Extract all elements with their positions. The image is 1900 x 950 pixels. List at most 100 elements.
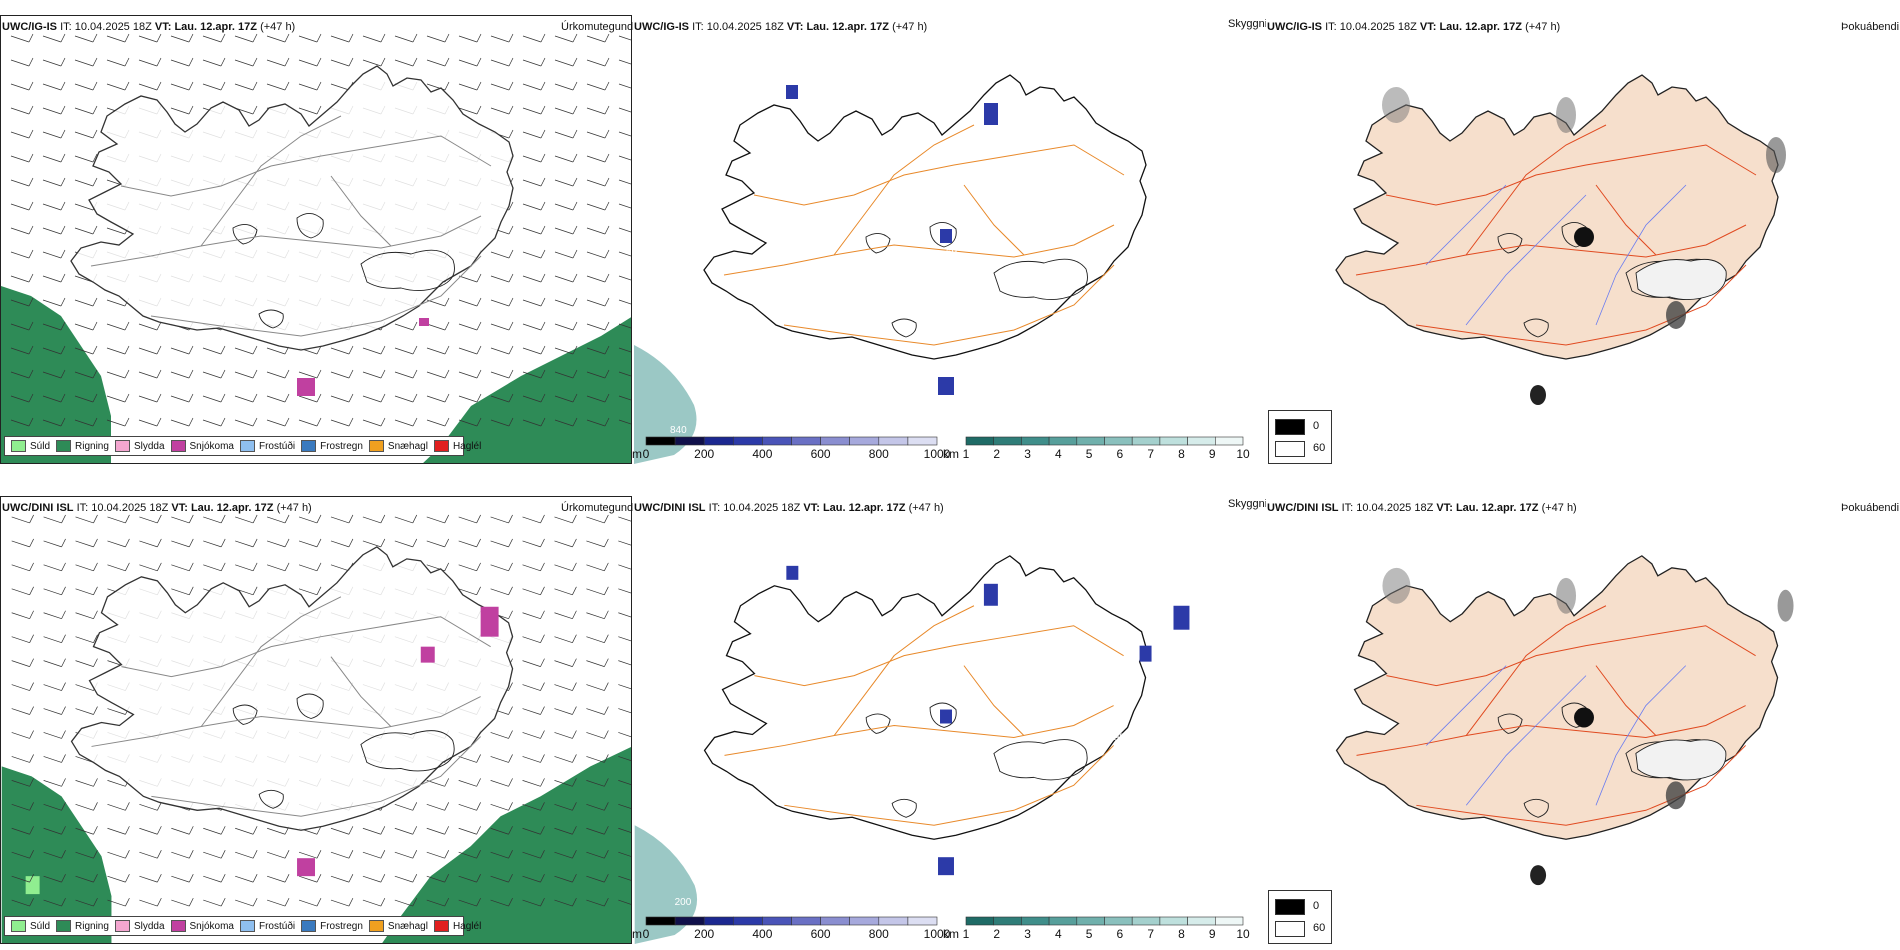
legend-label: Frostregn	[320, 920, 363, 932]
coastline	[70, 65, 514, 351]
legend-label: Slydda	[133, 920, 165, 932]
colorbar-segment	[733, 436, 763, 446]
road-line	[1465, 605, 1607, 736]
glacier-outline	[865, 713, 891, 734]
colorbar-tick-label: 400	[752, 447, 773, 461]
glacier-outline	[993, 739, 1088, 781]
legend-item: Frostúði	[239, 920, 296, 932]
road-line	[200, 596, 342, 727]
vt-value: Lau. 12.apr. 17Z	[1455, 502, 1539, 514]
legend-swatch	[170, 440, 186, 452]
colorbar-segment	[965, 436, 995, 446]
legend-label: Slydda	[133, 440, 165, 452]
header-top-mid: UWC/IG-IS IT: 10.04.2025 18Z VT: Lau. 12…	[634, 21, 927, 33]
colorbar-tick-label: 400	[752, 927, 773, 941]
legend-item: Haglél	[433, 920, 481, 932]
it-label: IT:	[1325, 21, 1337, 33]
legend-item: Snjókoma	[170, 920, 234, 932]
glacier-outline	[258, 309, 284, 329]
colorbar-tick-label: 4	[1054, 447, 1062, 461]
legend-label: Súld	[30, 440, 51, 452]
road-line	[963, 665, 1025, 736]
header-top-right: UWC/IG-IS IT: 10.04.2025 18Z VT: Lau. 12…	[1267, 21, 1560, 33]
legend-swatch	[301, 440, 317, 452]
cloud-legend-light-value: 60	[1313, 922, 1326, 934]
colorbar-tick-label: 2	[993, 447, 1001, 461]
glacier-outline	[296, 693, 324, 719]
colorbar-segment	[762, 436, 792, 446]
legend-label: Frostúði	[258, 920, 296, 932]
cloud-legend-dark-value: 0	[1313, 420, 1320, 432]
visibility-colorbar-bottom: km 1 2 3 4 5 6 7 8 9 10	[943, 916, 1265, 941]
road-line	[754, 625, 1124, 687]
vt-value: Lau. 12.apr. 17Z	[1439, 21, 1522, 33]
road-line	[121, 616, 491, 678]
iceland-map	[70, 65, 514, 351]
elevation-label: 77	[944, 399, 956, 410]
visibility-map-top: 69 77 84 840	[634, 74, 1147, 464]
colorbar-unit: km	[943, 447, 959, 461]
snow-area	[297, 606, 499, 877]
it-label: IT:	[60, 21, 72, 33]
header-bottom-left: UWC/DINI ISL IT: 10.04.2025 18Z VT: Lau.…	[2, 502, 312, 514]
colorbar-segment	[820, 916, 851, 926]
legend-label: Frostregn	[320, 440, 363, 452]
precip-type-panel-top: Súld Rigning Slydda Snjókoma Frostúði Frostre…	[0, 15, 632, 464]
road-line	[724, 705, 1114, 756]
road-line	[151, 736, 481, 817]
road-line	[330, 656, 392, 727]
colorbar-segment	[645, 916, 676, 926]
it-label: IT:	[1341, 502, 1354, 514]
low-visibility-area	[634, 825, 698, 944]
elevation-label: 98	[1114, 732, 1126, 743]
colorbar-segment	[1187, 916, 1216, 926]
glacier-outline	[258, 789, 284, 809]
vt-label: VT:	[154, 21, 172, 33]
colorbar-tick-label: 5	[1085, 447, 1093, 461]
road-line	[833, 124, 975, 256]
colorbar-tick-label: 8	[1178, 447, 1185, 461]
colorbar-segment	[993, 916, 1022, 926]
iceland-map	[703, 74, 1147, 360]
it-label: IT:	[708, 502, 721, 514]
model-name: UWC/DINI ISL	[634, 502, 706, 514]
legend-item: Snjókoma	[170, 440, 234, 452]
colorbar-tick-label: 10	[1236, 447, 1250, 461]
colorbar-graphic	[965, 436, 1244, 446]
colorbar-graphic	[645, 916, 938, 926]
cloud-map-bottom	[1335, 555, 1794, 886]
glacier-outline	[865, 233, 891, 254]
road-line	[1465, 124, 1607, 256]
height-colorbar-bottom: m 0 200 400 600 800 1000	[632, 916, 950, 941]
road-line	[963, 184, 1025, 256]
terrain-height-area	[786, 85, 998, 395]
colorbar-tick-label: 3	[1024, 927, 1031, 941]
it-value: 10.04.2025 18Z	[723, 502, 801, 514]
colorbar-graphic	[645, 436, 938, 446]
precip-type-panel-bottom: Súld Rigning Slydda Snjókoma Frostúði Frostre…	[0, 496, 632, 944]
legend-item: Snæhagl	[368, 440, 428, 452]
legend-swatch	[433, 440, 449, 452]
lead-time: (+47 h)	[276, 502, 312, 514]
precip-legend-bottom: Súld Rigning Slydda Snjókoma Frostúði Frostre…	[4, 916, 481, 936]
colorbar-tick-label: 9	[1208, 927, 1216, 941]
legend-label: Rigning	[75, 920, 109, 932]
legend-label: Snjókoma	[189, 920, 234, 932]
model-name: UWC/IG-IS	[1267, 21, 1322, 33]
legend-label: Snæhagl	[387, 920, 428, 932]
glacier-outline	[929, 702, 957, 728]
legend-swatch	[301, 920, 317, 932]
vt-label: VT:	[1419, 21, 1437, 33]
rain-area	[1, 286, 631, 463]
colorbar-segment	[907, 916, 938, 926]
visibility-panel-top: 69 77 84 840	[634, 15, 1258, 464]
colorbar-segment	[878, 436, 909, 446]
road-line	[833, 605, 975, 736]
rain-area	[1, 747, 631, 943]
lead-time: (+47 h)	[892, 21, 928, 33]
visibility-colorbar-top: km 1 2 3 4 5 6 7 8 9 10	[943, 436, 1265, 461]
legend-swatch	[56, 440, 72, 452]
legend-swatch	[170, 920, 186, 932]
colorbar-tick-label: 2	[993, 927, 1001, 941]
colorbar-tick-label: 1	[962, 927, 970, 941]
